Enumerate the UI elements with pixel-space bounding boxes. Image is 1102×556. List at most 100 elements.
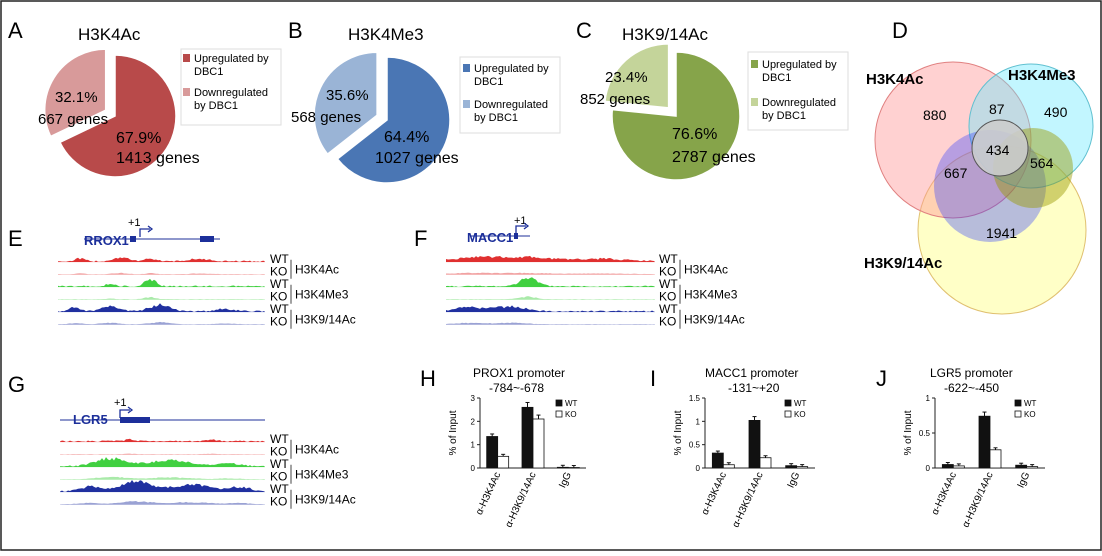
bar-wt	[487, 437, 498, 469]
slice-genes-up: 1027 genes	[375, 150, 459, 167]
venn-label-h3k9-14ac: H3K9/14Ac	[864, 255, 942, 272]
mark-label: H3K9/14Ac	[684, 312, 745, 326]
y-tick-label: 0	[926, 464, 931, 473]
legend-swatch	[751, 98, 758, 106]
venn-count: 667	[944, 165, 968, 181]
bar-ko	[953, 466, 964, 468]
venn-count: 87	[989, 101, 1005, 117]
mark-label: H3K9/14Ac	[295, 312, 356, 326]
panel-title: H3K4Ac	[78, 25, 141, 44]
legend-swatch	[1015, 411, 1021, 417]
slice-pct-up: 64.4%	[384, 129, 429, 146]
legend-label: KO	[565, 410, 577, 419]
legend-swatch	[463, 100, 470, 108]
venn-count: 434	[986, 142, 1010, 158]
panel-letter: D	[892, 18, 908, 43]
bar-ko	[533, 419, 544, 468]
panel-title: H3K9/14Ac	[622, 25, 708, 44]
legend-label: KO	[1024, 410, 1036, 419]
y-axis-label: % of Input	[448, 410, 459, 455]
chart-title: MACC1 promoter	[705, 366, 798, 380]
legend-swatch	[785, 411, 791, 417]
legend-swatch	[463, 64, 470, 72]
y-axis-label: % of Input	[673, 410, 684, 455]
slice-genes-down: 852 genes	[580, 91, 650, 108]
bar-wt	[522, 407, 533, 468]
y-axis-label: % of Input	[903, 410, 914, 455]
gene-exon	[120, 417, 150, 423]
y-tick-label: 1	[696, 417, 701, 426]
tss-label: +1	[114, 397, 127, 409]
legend-label: WT	[794, 399, 807, 408]
mark-label: H3K4Ac	[295, 262, 339, 276]
track-label-ko: KO	[659, 315, 676, 329]
venn-label-h3k4me3: H3K4Me3	[1008, 67, 1076, 84]
bar-wt	[712, 453, 723, 468]
slice-pct-down: 32.1%	[55, 89, 98, 106]
y-tick-label: 2	[471, 417, 476, 426]
bar-wt	[979, 416, 990, 468]
panel-title: H3K4Me3	[348, 25, 424, 44]
legend-swatch	[183, 54, 190, 62]
bar-ko	[1027, 467, 1038, 468]
legend-label: KO	[794, 410, 806, 419]
mark-label: H3K9/14Ac	[295, 492, 356, 506]
y-tick-label: 0.5	[919, 429, 931, 438]
tss-label: +1	[514, 215, 527, 227]
panel-letter: C	[576, 18, 592, 43]
slice-genes-up: 2787 genes	[672, 149, 756, 166]
slice-genes-down: 568 genes	[291, 109, 361, 126]
y-tick-label: 0	[471, 464, 476, 473]
mark-label: H3K4Ac	[684, 262, 728, 276]
mark-label: H3K4Me3	[684, 287, 738, 301]
panel-letter: H	[420, 366, 436, 391]
track-label-ko: KO	[270, 315, 287, 329]
gene-exon	[130, 236, 136, 242]
legend-swatch	[785, 400, 791, 406]
venn-count: 564	[1030, 155, 1054, 171]
bar-ko	[797, 467, 808, 468]
slice-genes-down: 667 genes	[38, 111, 108, 128]
bar-wt	[749, 420, 760, 468]
panel-letter: B	[288, 18, 303, 43]
gene-label: RROX1	[84, 233, 129, 248]
chart-subtitle: -784~-678	[489, 381, 544, 395]
panel-letter: G	[8, 372, 25, 397]
y-tick-label: 0	[696, 464, 701, 473]
y-tick-label: 0.5	[689, 441, 701, 450]
panel-letter: E	[8, 226, 23, 251]
panel-letter: F	[414, 226, 427, 251]
bar-ko	[723, 465, 734, 468]
gene-label: MACC1	[467, 230, 513, 245]
legend-swatch	[556, 400, 562, 406]
legend-swatch	[556, 411, 562, 417]
chart-subtitle: -131~+20	[728, 381, 780, 395]
venn-count: 880	[923, 107, 947, 123]
slice-genes-up: 1413 genes	[116, 150, 200, 167]
bar-wt	[786, 466, 797, 468]
legend-label: WT	[1024, 399, 1037, 408]
tss-label: +1	[128, 217, 141, 229]
chart-title: LGR5 promoter	[930, 366, 1013, 380]
bar-wt	[557, 467, 568, 468]
y-tick-label: 3	[471, 394, 476, 403]
venn-count: 490	[1044, 104, 1068, 120]
legend-label: WT	[565, 399, 578, 408]
y-tick-label: 1	[471, 441, 476, 450]
chart-subtitle: -622~-450	[944, 381, 999, 395]
venn-count: 1941	[986, 225, 1017, 241]
chart-title: PROX1 promoter	[473, 366, 565, 380]
panel-letter: A	[8, 18, 23, 43]
bar-ko	[990, 450, 1001, 468]
venn-label-h3k4ac: H3K4Ac	[866, 71, 924, 88]
bar-wt	[1016, 465, 1027, 468]
y-tick-label: 1	[926, 394, 931, 403]
bar-wt	[942, 465, 953, 469]
slice-pct-up: 67.9%	[116, 130, 161, 147]
slice-pct-up: 76.6%	[672, 126, 717, 143]
slice-pct-down: 35.6%	[326, 87, 369, 104]
panel-letter: I	[650, 366, 656, 391]
mark-label: H3K4Ac	[295, 442, 339, 456]
bar-ko	[760, 458, 771, 468]
